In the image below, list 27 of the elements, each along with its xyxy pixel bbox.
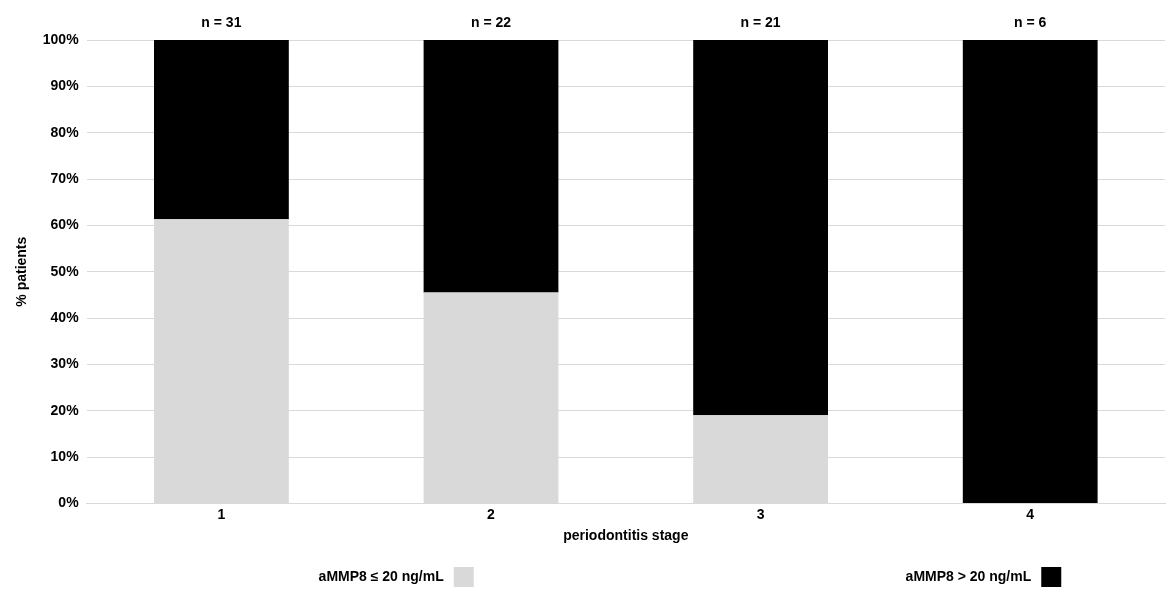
y-tick-label: 20% (50, 401, 80, 418)
x-axis-title: periodontitis stage (563, 527, 689, 544)
text: n = 21 (740, 13, 781, 30)
y-axis-title: % patients (13, 236, 30, 307)
y-tick-label: 40% (50, 308, 80, 325)
legend-label: aMMP8 ≤ 20 ng/mL (318, 567, 445, 584)
x-tick-label: 1 (217, 505, 226, 522)
y-tick-label: 0% (58, 494, 80, 511)
text: n = 31 (201, 13, 242, 30)
y-tick-label: 50% (50, 262, 80, 279)
legend-label: aMMP8 > 20 ng/mL (905, 567, 1032, 584)
y-tick-label: 30% (50, 355, 80, 372)
x-tick-label: 2 (487, 505, 496, 522)
text: n = 22 (470, 13, 512, 30)
x-tick-label: 4 (1026, 505, 1035, 522)
x-tick-label: 3 (756, 505, 765, 522)
bar (154, 40, 289, 220)
y-tick-label: 70% (50, 169, 80, 186)
bar (423, 40, 559, 293)
y-tick-label: 10% (50, 447, 80, 464)
text: n = 6 (1014, 13, 1047, 30)
bar (693, 40, 828, 416)
y-tick-label: 80% (50, 123, 80, 140)
y-tick-label: 90% (50, 77, 80, 94)
y-tick-label: 100% (42, 30, 80, 47)
y-tick-label: 60% (50, 216, 80, 233)
bar (962, 40, 1098, 503)
